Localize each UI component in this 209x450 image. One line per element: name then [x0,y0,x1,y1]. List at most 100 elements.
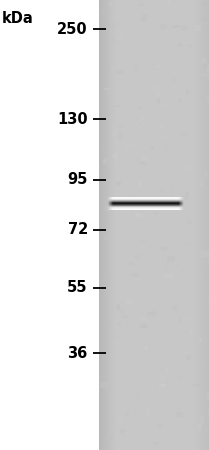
Bar [125,0,127,450]
Bar [146,80,154,82]
Bar [110,197,111,210]
Bar [189,328,192,334]
Text: 36: 36 [68,346,88,361]
Bar [121,0,123,450]
Bar [194,0,196,450]
Bar [101,0,103,450]
Bar [109,2,113,6]
Bar [187,132,191,137]
Bar [105,206,110,211]
Bar [207,393,209,400]
Bar [116,126,123,128]
Bar [110,0,112,450]
Bar [167,160,169,164]
Bar [119,153,122,156]
Bar [130,0,132,450]
Bar [140,17,147,22]
Bar [195,82,198,88]
Bar [107,0,108,450]
Bar [117,0,119,450]
Bar [140,161,146,166]
Bar [187,0,189,450]
Bar [167,0,170,4]
Bar [103,159,107,164]
Bar [199,338,202,342]
Bar [112,153,119,158]
Bar [198,269,200,275]
Bar [156,92,160,97]
Bar [208,259,209,264]
Bar [103,429,110,433]
Bar [118,322,121,324]
Bar [129,439,137,442]
Bar [136,100,139,103]
Bar [197,295,201,298]
Bar [112,197,113,210]
Bar [160,0,161,450]
Bar [122,316,130,318]
Bar [160,248,167,251]
Bar [116,342,122,347]
Bar [186,165,192,171]
Bar [183,197,184,210]
Bar [103,173,108,176]
Bar [201,73,209,76]
Bar [170,406,173,412]
Bar [166,367,168,373]
Bar [207,66,209,72]
Bar [147,0,149,450]
Bar [178,0,180,450]
Bar [115,104,121,107]
Bar [99,0,101,450]
Bar [161,374,164,380]
Bar [145,407,153,412]
Bar [110,41,117,46]
Bar [119,0,121,450]
Bar [184,242,190,246]
Bar [138,106,140,109]
Bar [104,88,110,90]
Bar [166,383,170,387]
Bar [153,212,158,215]
Bar [153,442,158,445]
Bar [109,197,110,210]
Bar [147,408,150,415]
Bar [110,436,113,442]
Bar [117,34,124,40]
Bar [204,0,205,450]
Bar [177,376,183,381]
Bar [184,355,186,360]
Bar [197,177,203,183]
Bar [124,243,127,247]
Bar [191,0,192,450]
Bar [140,318,148,321]
Bar [151,261,154,263]
Bar [176,0,178,450]
Bar [116,419,124,424]
Bar [204,172,208,177]
Bar [142,324,149,328]
Bar [127,0,129,450]
Bar [125,145,127,148]
Bar [188,79,196,86]
Bar [195,225,202,231]
Bar [142,14,149,18]
Bar [113,221,115,227]
Bar [132,273,139,277]
Bar [140,239,147,242]
Bar [203,63,206,68]
Bar [148,313,153,318]
Bar [131,372,139,378]
Bar [128,178,130,182]
Bar [200,417,204,423]
Bar [156,181,161,184]
Bar [183,0,185,450]
Bar [112,130,118,136]
Bar [135,116,141,122]
Bar [109,31,112,37]
Bar [134,18,142,22]
Bar [180,0,182,450]
Bar [163,0,165,450]
Bar [154,86,161,91]
Text: kDa: kDa [2,11,34,26]
